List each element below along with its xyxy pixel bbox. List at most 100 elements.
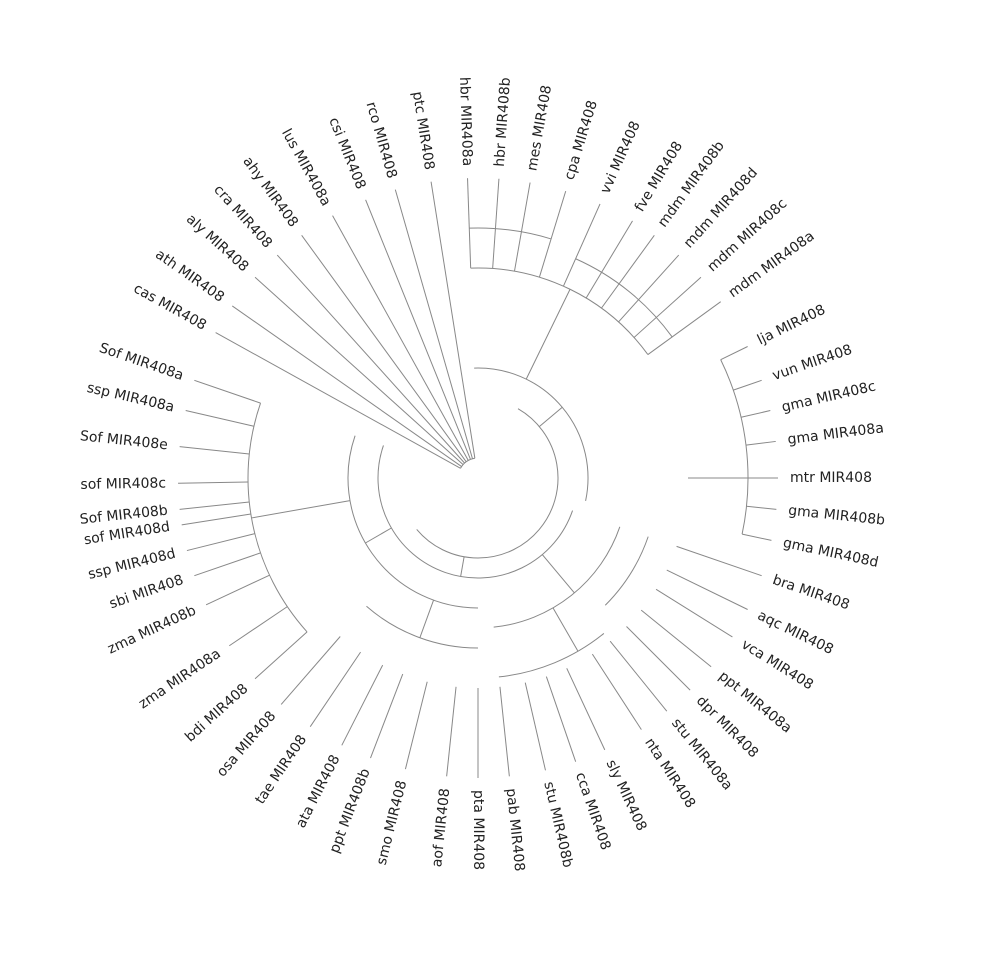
- branch: [179, 501, 250, 510]
- branch: [460, 556, 465, 577]
- branch: [251, 500, 351, 519]
- branch: [541, 554, 575, 594]
- branch: [179, 446, 250, 455]
- leaf-label: smo MIR408: [374, 779, 410, 867]
- branch: [205, 574, 270, 606]
- branch: [720, 359, 749, 535]
- branch: [404, 681, 428, 770]
- leaf-label: zma MIR408a: [136, 646, 224, 713]
- branch: [365, 199, 471, 460]
- branch: [498, 633, 605, 678]
- branch: [178, 481, 249, 484]
- branch: [419, 599, 435, 638]
- leaf-label: sbi MIR408: [107, 572, 185, 612]
- branch: [626, 626, 691, 691]
- branch: [467, 178, 472, 269]
- branch: [247, 402, 308, 633]
- branch: [469, 227, 552, 240]
- leaf-label: Sof MIR408e: [79, 428, 168, 453]
- branch: [181, 513, 251, 526]
- branch: [186, 533, 255, 552]
- branch: [538, 190, 567, 278]
- branch: [254, 631, 308, 680]
- leaf-label: sof MIR408c: [80, 475, 166, 492]
- branch: [585, 220, 633, 299]
- branch: [194, 379, 261, 404]
- branch: [720, 346, 748, 361]
- branch: [525, 289, 571, 380]
- leaf-label: stu MIR408b: [540, 780, 575, 869]
- branch: [746, 505, 777, 510]
- branch: [601, 235, 655, 309]
- leaf-label: ata MIR408: [293, 752, 343, 830]
- branch: [215, 332, 461, 469]
- leaf-label: pta MIR408: [470, 790, 486, 870]
- branch: [524, 682, 546, 771]
- branch: [254, 276, 464, 465]
- leaf-label: rco MIR408: [363, 100, 400, 180]
- branch: [575, 258, 673, 338]
- branch: [733, 379, 762, 391]
- branch: [609, 640, 668, 712]
- branch: [740, 410, 771, 418]
- branch: [566, 668, 606, 751]
- branch: [618, 254, 680, 323]
- branch: [492, 178, 500, 269]
- branch: [301, 235, 467, 463]
- branch: [640, 609, 712, 668]
- leaf-label: lus MIR408a: [278, 126, 334, 209]
- branch: [366, 605, 479, 649]
- branch: [552, 607, 579, 652]
- leaf-label: cpa MIR408: [562, 99, 601, 182]
- branch: [545, 676, 577, 762]
- leaf-label: mtr MIR408: [790, 470, 872, 486]
- leaf-label: lja MIR408: [755, 302, 828, 349]
- branch: [562, 203, 601, 287]
- leaf-label: Sof MIR408a: [97, 340, 185, 384]
- branch: [276, 254, 465, 464]
- leaf-label: ptc MIR408: [409, 90, 437, 171]
- branch: [745, 440, 776, 446]
- branch: [394, 189, 473, 459]
- branch: [647, 301, 721, 355]
- leaf-label: gma MIR408c: [780, 378, 877, 415]
- branch: [309, 651, 361, 727]
- branch: [591, 653, 642, 730]
- leaf-label: csi MIR408: [325, 115, 368, 191]
- leaf-label: gma MIR408a: [787, 420, 885, 448]
- leaf-label: sly MIR408: [603, 757, 650, 833]
- branch: [538, 406, 563, 427]
- leaf-label: osa MIR408: [214, 708, 280, 780]
- leaf-label: tae MIR408: [252, 732, 310, 807]
- branch: [655, 588, 733, 638]
- branch: [280, 636, 341, 705]
- branch: [474, 367, 589, 501]
- leaf-label: vvi MIR408: [598, 119, 644, 196]
- branch: [430, 181, 476, 459]
- branch: [741, 533, 772, 541]
- leaf-label: bra MIR408: [770, 572, 851, 613]
- leaf-label: vun MIR408: [770, 342, 854, 384]
- branch: [666, 569, 748, 610]
- leaf-label: hbr MIR408a: [456, 77, 475, 167]
- branch: [676, 545, 762, 577]
- branch: [194, 552, 261, 577]
- branch: [460, 457, 475, 469]
- branch: [347, 435, 479, 609]
- branch: [365, 527, 392, 544]
- branch: [332, 215, 469, 461]
- branch: [377, 445, 574, 579]
- leaf-label: bdi MIR408: [182, 681, 251, 746]
- branch: [185, 410, 255, 427]
- leaf-label: zma MIR408b: [105, 603, 198, 658]
- branch: [499, 686, 510, 777]
- branch: [633, 276, 702, 338]
- branch: [604, 536, 649, 606]
- branch: [370, 673, 404, 759]
- leaf-label: gma MIR408b: [787, 503, 885, 529]
- leaf-label: gma MIR408d: [782, 535, 880, 571]
- leaf-label: pab MIR408: [503, 787, 528, 872]
- leaf-label: mes MIR408: [524, 84, 555, 172]
- branch: [446, 686, 457, 777]
